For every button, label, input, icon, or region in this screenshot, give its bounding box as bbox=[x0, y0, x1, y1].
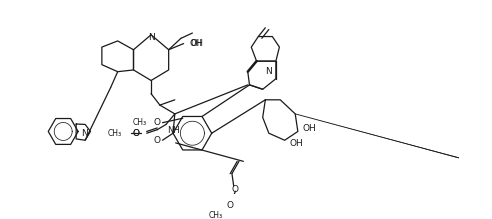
Text: OH: OH bbox=[289, 139, 303, 148]
Text: OH: OH bbox=[302, 124, 316, 133]
Text: NH: NH bbox=[167, 126, 180, 135]
Text: CH₃: CH₃ bbox=[209, 211, 223, 219]
Text: N: N bbox=[148, 33, 154, 42]
Text: O: O bbox=[154, 118, 161, 127]
Text: O: O bbox=[227, 201, 234, 210]
Text: OH: OH bbox=[190, 39, 203, 48]
Text: O: O bbox=[133, 129, 140, 138]
Text: O: O bbox=[133, 129, 140, 138]
Text: CH₃: CH₃ bbox=[132, 118, 147, 127]
Polygon shape bbox=[295, 114, 459, 158]
Text: O: O bbox=[232, 185, 239, 194]
Text: O: O bbox=[154, 136, 161, 145]
Text: N: N bbox=[266, 67, 272, 76]
Text: OH: OH bbox=[190, 39, 204, 48]
Text: N: N bbox=[81, 129, 88, 138]
Text: CH₃: CH₃ bbox=[108, 129, 122, 138]
